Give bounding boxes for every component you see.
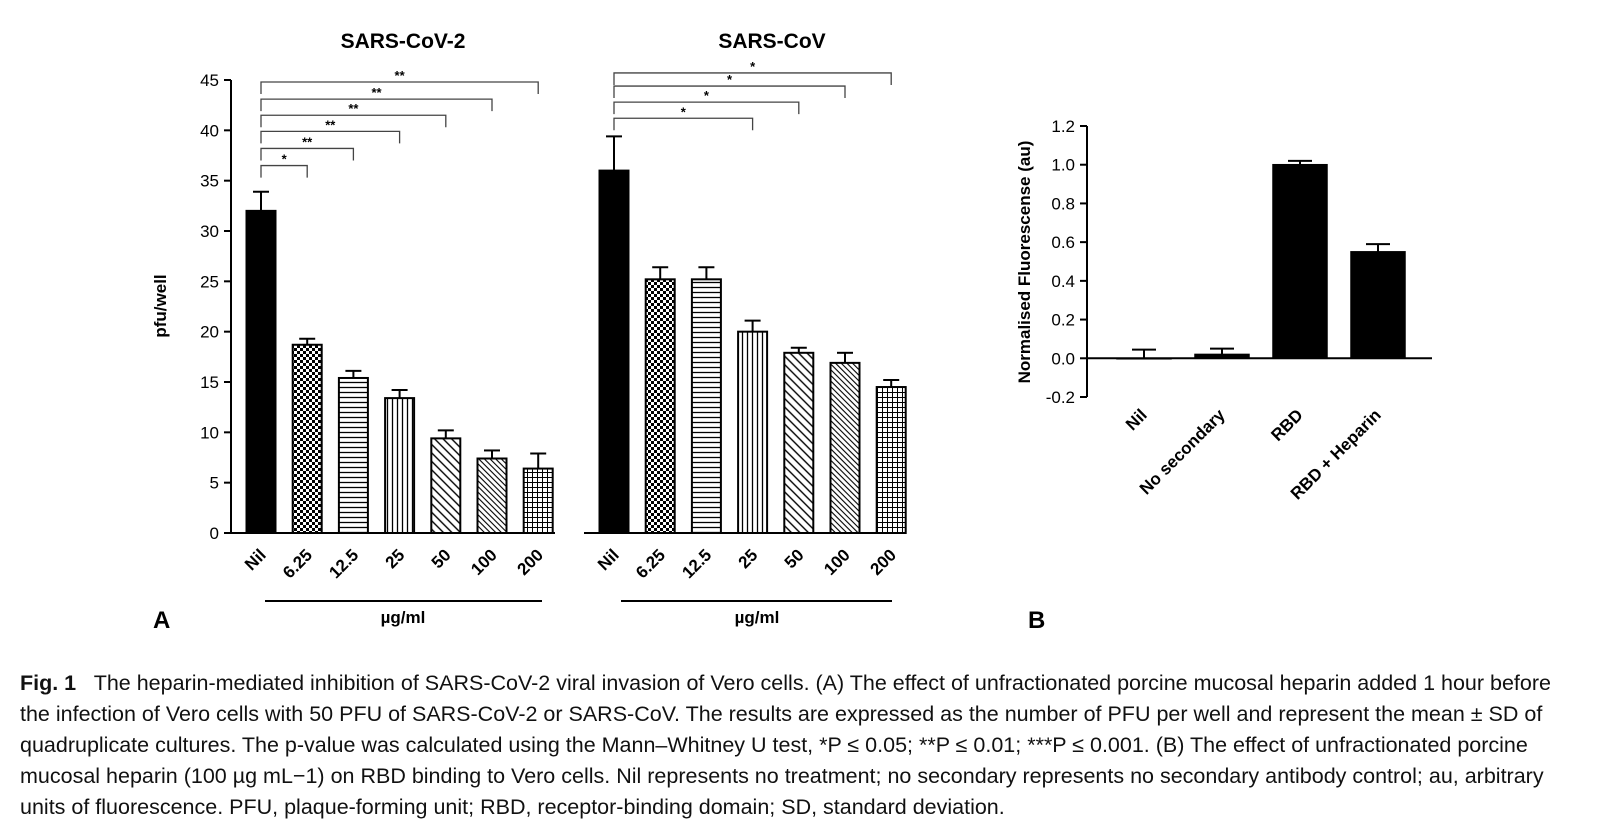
sars-cov-sig-bracket [613, 117, 754, 131]
y-tick-label-a: 40 [200, 121, 219, 140]
y-tick-label-a: 35 [200, 172, 219, 191]
sars-cov-bar-6-25 [644, 278, 676, 534]
sars-cov-x-tick-label: 25 [735, 545, 762, 572]
sars-cov-2-sig-label: ** [371, 85, 382, 100]
sars-cov-bar-100 [829, 361, 861, 534]
sars-cov-x-tick-label: 200 [867, 545, 900, 578]
sars-cov-x-tick-label: Nil [594, 545, 623, 574]
chart-title-sars-cov: SARS-CoV [718, 30, 825, 53]
sars-cov-sig-label: * [704, 88, 710, 103]
y-tick-label-a: 5 [210, 474, 219, 493]
y-axis-label-b: Normalised Fluorescense (au) [1015, 141, 1034, 384]
panel-b-bar-3 [1272, 163, 1328, 360]
sars-cov-2-bar-25 [384, 397, 416, 534]
sars-cov-2-x-tick-label: 100 [467, 545, 500, 578]
chart-title-sars-cov-2: SARS-CoV-2 [341, 30, 466, 53]
y-tick-label-b: -0.2 [1046, 388, 1075, 407]
sars-cov-2-x-tick-label: 25 [382, 545, 409, 572]
sars-cov-sig-bracket [613, 101, 800, 115]
caption-text: The heparin-mediated inhibition of SARS-… [20, 671, 1551, 819]
panel-b-x-tick-label: RBD [1267, 405, 1306, 444]
y-tick-label-a: 45 [200, 71, 219, 90]
sars-cov-sig-label: * [750, 59, 756, 74]
sars-cov-2-bar-100 [476, 457, 508, 534]
y-tick-label-b: 0.6 [1051, 233, 1075, 252]
sars-cov-2-bar-Nil [245, 209, 277, 534]
sars-cov-2-sig-label: ** [395, 68, 406, 83]
sars-cov-2-x-tick-label: 200 [514, 545, 547, 578]
panel-label-b: B [1028, 607, 1045, 634]
y-tick-label-b: 0.0 [1051, 349, 1075, 368]
y-tick-label-b: 1.0 [1051, 156, 1075, 175]
sars-cov-2-sig-label: * [282, 152, 288, 167]
sars-cov-2-x-tick-label: 12.5 [325, 545, 362, 582]
sars-cov-bar-12-5 [690, 278, 722, 534]
sars-cov-x-tick-label: 12.5 [678, 545, 715, 582]
sars-cov-2-sig-bracket [260, 130, 401, 144]
y-tick-label-b: 0.4 [1051, 272, 1075, 291]
y-tick-label-a: 0 [210, 524, 219, 543]
sars-cov-2-x-tick-label: 50 [428, 545, 455, 572]
caption-lead: Fig. 1 [20, 671, 77, 695]
sars-cov-2-sig-label: ** [302, 134, 313, 149]
sars-cov-2-sig-bracket [260, 98, 493, 112]
y-tick-label-a: 20 [200, 323, 219, 342]
y-tick-label-b: 0.8 [1051, 194, 1075, 213]
sars-cov-2-sig-bracket [260, 147, 355, 161]
panel-b-bar-1 [1116, 357, 1172, 360]
y-tick-label-a: 10 [200, 423, 219, 442]
sars-cov-2-bar-6-25 [291, 343, 323, 534]
sars-cov-sig-label: * [727, 72, 733, 87]
sars-cov-x-tick-label: 6.25 [632, 545, 669, 582]
panel-label-a: A [153, 607, 170, 634]
y-tick-label-a: 15 [200, 373, 219, 392]
sars-cov-2-sig-bracket [260, 164, 308, 178]
sars-cov-x-tick-label: 50 [781, 545, 808, 572]
figure-canvas: SARS-CoV-2 SARS-CoV pfu/well Normalised … [151, 30, 1432, 634]
figure-caption: Fig. 1 The heparin-mediated inhibition o… [20, 668, 1580, 823]
sars-cov-bar-200 [875, 386, 907, 534]
sars-cov-bar-50 [783, 351, 815, 534]
y-tick-label-b: 0.2 [1051, 311, 1075, 330]
sars-cov-sig-bracket [613, 85, 846, 99]
sars-cov-2-sig-label: ** [348, 101, 359, 116]
sars-cov-bar-Nil [598, 169, 630, 534]
y-tick-label-a: 30 [200, 222, 219, 241]
sars-cov-sig-bracket [613, 72, 892, 85]
y-tick-label-a: 25 [200, 272, 219, 291]
sars-cov-bar-25 [737, 330, 769, 534]
panel-b-x-tick-label: Nil [1122, 405, 1151, 434]
sars-cov-2-x-tick-label: Nil [241, 545, 270, 574]
sars-cov-x-tick-label: 100 [820, 545, 853, 578]
sars-cov-2-x-tick-label: 6.25 [279, 545, 316, 582]
sars-cov-2-bar-200 [522, 467, 554, 534]
sars-cov-2-bar-12-5 [337, 376, 369, 534]
sars-cov-2-sig-bracket [260, 114, 447, 128]
x-unit-label-sars-cov: µg/ml [735, 608, 780, 627]
y-axis-label-a: pfu/well [151, 274, 170, 337]
sars-cov-sig-label: * [681, 104, 687, 119]
sars-cov-2-bar-50 [430, 437, 462, 534]
x-unit-label-sars-cov-2: µg/ml [381, 608, 426, 627]
y-tick-label-b: 1.2 [1051, 117, 1075, 136]
panel-b-bar-2 [1194, 353, 1250, 360]
panel-b-bar-4 [1350, 251, 1406, 360]
sars-cov-2-sig-bracket [260, 81, 539, 95]
sars-cov-2-sig-label: ** [325, 117, 336, 132]
